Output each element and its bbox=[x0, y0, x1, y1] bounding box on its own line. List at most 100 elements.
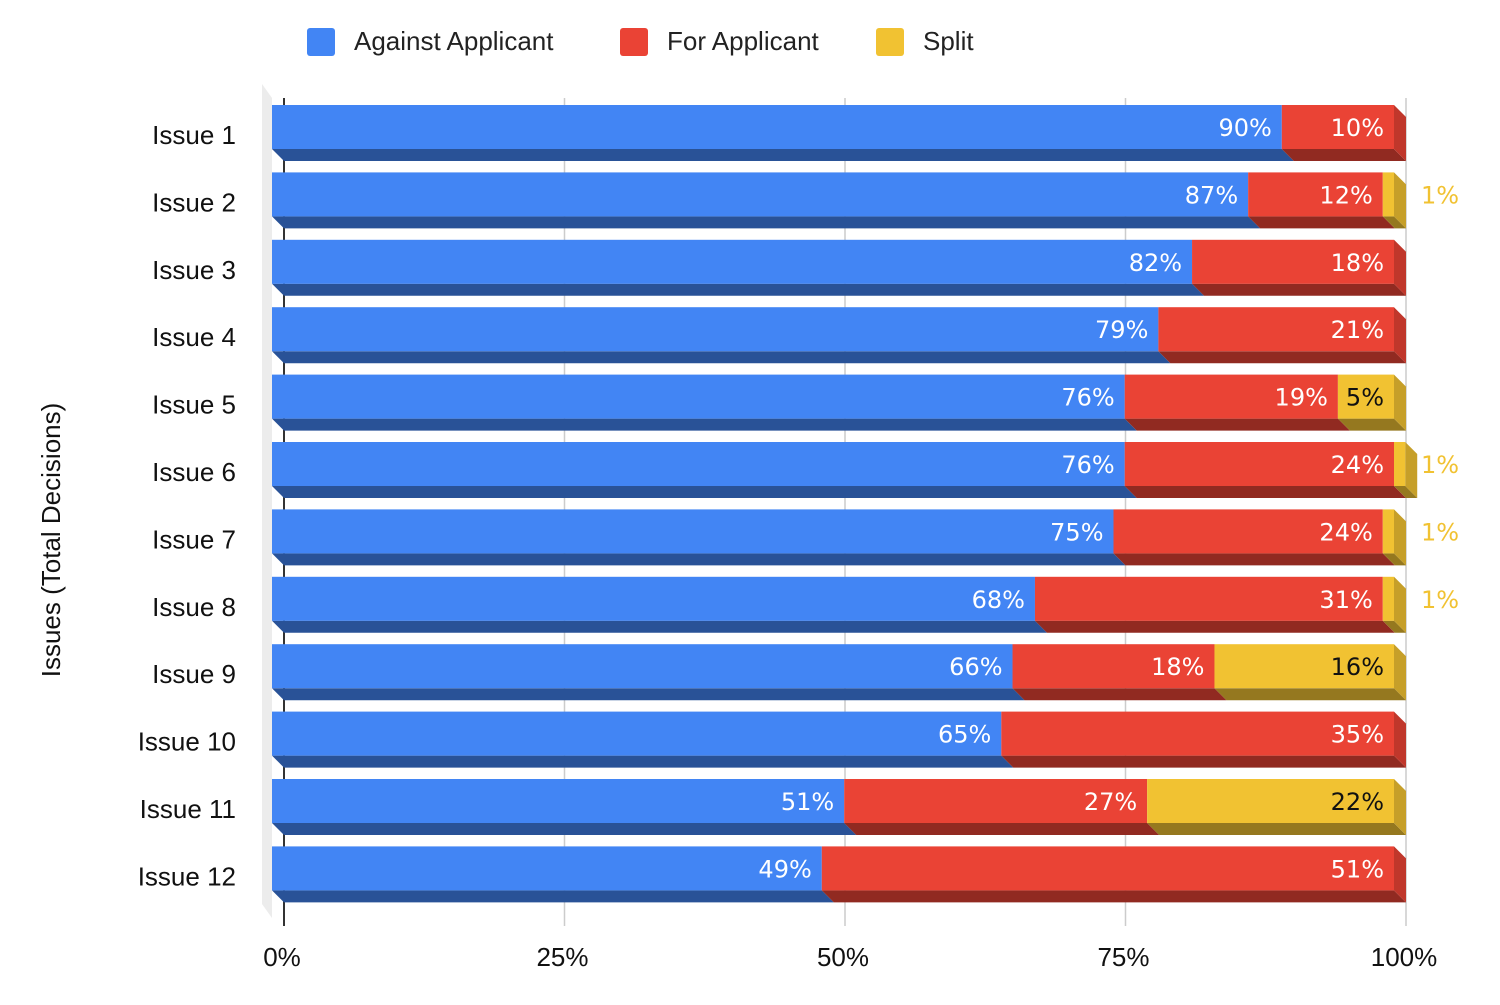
category-label: Issue 11 bbox=[140, 794, 236, 824]
category-label: Issue 9 bbox=[152, 659, 236, 689]
data-label: 22% bbox=[1331, 788, 1384, 816]
bar-bottom-face bbox=[1034, 620, 1395, 633]
bar-segment-against-applicant bbox=[272, 442, 1125, 486]
bar-segment-split bbox=[1382, 509, 1394, 554]
bar-segment-against-applicant bbox=[272, 239, 1193, 284]
bar-segment-for-applicant bbox=[844, 779, 1148, 823]
bar-end-face bbox=[1394, 374, 1406, 431]
bar-bottom-face bbox=[272, 890, 834, 903]
data-label: 87% bbox=[1185, 181, 1238, 209]
x-tick-label: 100% bbox=[1371, 942, 1438, 972]
bar-segment-split bbox=[1214, 644, 1394, 689]
category-label: Issue 1 bbox=[152, 120, 236, 150]
bar-segment-for-applicant bbox=[821, 846, 1394, 891]
x-tick-label: 50% bbox=[817, 942, 869, 972]
legend-label: Split bbox=[923, 26, 974, 56]
data-label: 76% bbox=[1061, 451, 1114, 479]
bar-bottom-face bbox=[1158, 351, 1406, 364]
data-label: 1% bbox=[1421, 586, 1459, 614]
category-label: Issue 10 bbox=[138, 727, 236, 757]
bar-bottom-face bbox=[1394, 486, 1418, 498]
y-axis-title: Issues (Total Decisions) bbox=[36, 403, 66, 678]
data-label: 51% bbox=[1331, 855, 1384, 883]
data-label: 1% bbox=[1421, 451, 1459, 479]
x-tick-label: 75% bbox=[1097, 942, 1149, 972]
bar-bottom-face bbox=[1214, 688, 1406, 701]
bar-bottom-face bbox=[272, 755, 1014, 768]
category-label: Issue 6 bbox=[152, 457, 236, 487]
bar-segment-split bbox=[1147, 779, 1394, 823]
legend-swatch bbox=[620, 28, 648, 56]
data-label: 75% bbox=[1050, 518, 1103, 546]
bar-segment-against-applicant bbox=[272, 846, 822, 891]
data-label: 27% bbox=[1084, 788, 1137, 816]
bar-segment-for-applicant bbox=[1248, 172, 1383, 217]
bar-bottom-face bbox=[272, 688, 1025, 701]
data-label: 90% bbox=[1218, 114, 1271, 142]
bar-end-face bbox=[1405, 442, 1418, 498]
category-label: Issue 3 bbox=[152, 255, 236, 285]
legend: Against Applicant For Applicant Split bbox=[307, 26, 974, 56]
data-label: 51% bbox=[781, 788, 834, 816]
bar-bottom-face bbox=[272, 216, 1261, 229]
bar-segment-for-applicant bbox=[1113, 509, 1383, 554]
legend-swatch bbox=[307, 28, 335, 56]
data-label: 76% bbox=[1061, 384, 1114, 412]
data-label: 10% bbox=[1331, 114, 1384, 142]
category-label: Issue 5 bbox=[152, 390, 236, 420]
data-label: 5% bbox=[1346, 384, 1384, 412]
side-wall bbox=[262, 84, 272, 918]
data-label: 12% bbox=[1319, 181, 1372, 209]
plot-area: 0% 25% 50% 75% 100% Issue 1 90% 10% Issue 2 87% 12… bbox=[138, 84, 1459, 972]
bar-segment-against-applicant bbox=[272, 711, 1002, 756]
bar-end-face bbox=[1394, 846, 1406, 903]
bar-segment-against-applicant bbox=[272, 576, 1035, 621]
bar-bottom-face bbox=[1124, 418, 1350, 431]
bar-bottom-face bbox=[1382, 620, 1406, 633]
category-label: Issue 8 bbox=[152, 592, 236, 622]
bar-segment-against-applicant bbox=[272, 307, 1159, 352]
bar-bottom-face bbox=[821, 890, 1406, 903]
bar-segment-split bbox=[1382, 172, 1394, 217]
bar-bottom-face bbox=[1113, 553, 1395, 566]
bar-bottom-face bbox=[1382, 553, 1406, 566]
legend-label: For Applicant bbox=[667, 26, 820, 56]
bar-end-face bbox=[1394, 239, 1406, 296]
data-label: 1% bbox=[1421, 518, 1459, 546]
x-tick-label: 25% bbox=[536, 942, 588, 972]
bar-segment-for-applicant bbox=[1034, 576, 1383, 621]
bar-bottom-face bbox=[272, 486, 1137, 498]
data-label: 1% bbox=[1421, 181, 1459, 209]
bar-segment-against-applicant bbox=[272, 779, 845, 823]
bar-segment-split bbox=[1337, 374, 1394, 419]
data-label: 18% bbox=[1331, 249, 1384, 277]
bar-segment-for-applicant bbox=[1124, 374, 1338, 419]
bar-bottom-face bbox=[272, 418, 1137, 431]
bar-bottom-face bbox=[844, 823, 1160, 835]
bar-bottom-face bbox=[1337, 418, 1406, 431]
data-label: 82% bbox=[1129, 249, 1182, 277]
bar-end-face bbox=[1394, 711, 1406, 768]
category-label: Issue 12 bbox=[138, 861, 236, 891]
data-label: 16% bbox=[1331, 653, 1384, 681]
bar-end-face bbox=[1394, 105, 1406, 161]
data-label: 18% bbox=[1151, 653, 1204, 681]
bar-end-face bbox=[1394, 172, 1406, 229]
data-label: 68% bbox=[972, 586, 1025, 614]
bar-bottom-face bbox=[1192, 283, 1406, 296]
data-label: 79% bbox=[1095, 316, 1148, 344]
bar-segment-for-applicant bbox=[1001, 711, 1394, 756]
bar-bottom-face bbox=[272, 149, 1294, 161]
bar-bottom-face bbox=[1124, 486, 1406, 498]
bar-bottom-face bbox=[272, 351, 1171, 364]
bar-segment-split bbox=[1382, 576, 1394, 621]
bar-segment-for-applicant bbox=[1124, 442, 1394, 486]
bar-bottom-face bbox=[1001, 755, 1406, 768]
bar-segment-against-applicant bbox=[272, 172, 1249, 217]
bar-bottom-face bbox=[1281, 149, 1406, 161]
bar-segment-for-applicant bbox=[1012, 644, 1215, 689]
bar-segment-against-applicant bbox=[272, 374, 1125, 419]
data-label: 65% bbox=[938, 721, 991, 749]
bar-segment-against-applicant bbox=[272, 509, 1114, 554]
